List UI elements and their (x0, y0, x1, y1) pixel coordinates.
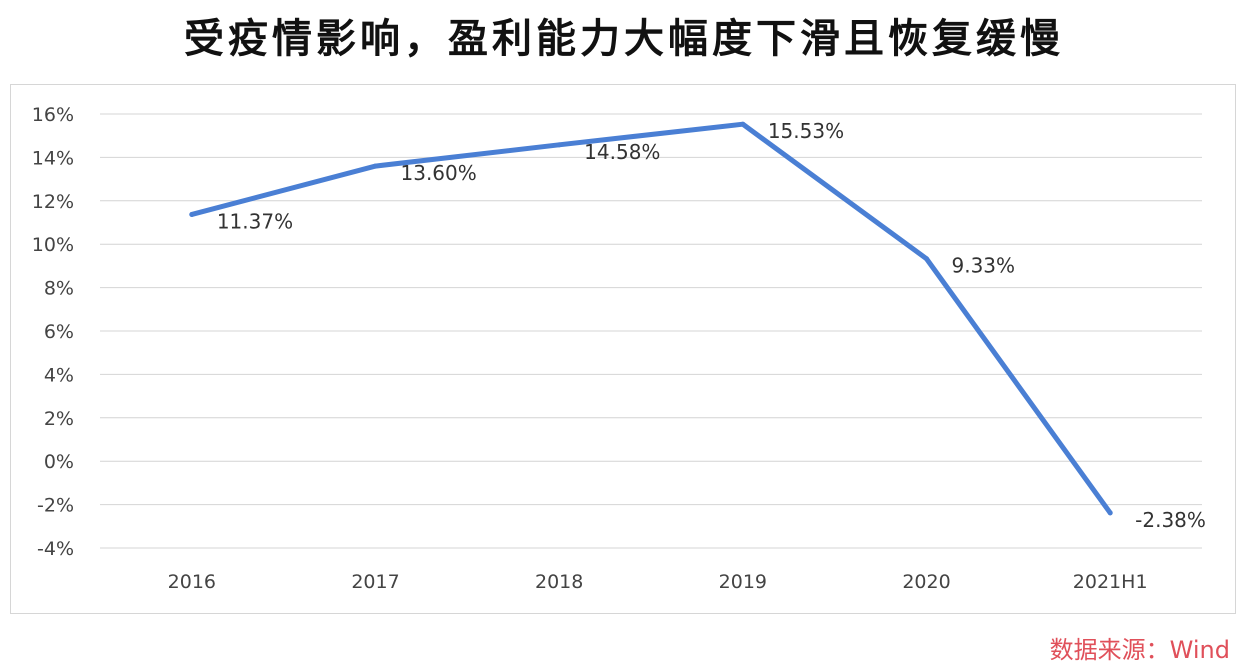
x-tick-label: 2020 (902, 571, 950, 593)
data-label: 14.58% (584, 140, 660, 164)
data-label: 13.60% (401, 161, 477, 185)
y-tick-label: 6% (44, 321, 74, 343)
y-tick-label: 12% (32, 191, 74, 213)
y-tick-label: 0% (44, 451, 74, 473)
data-point (556, 142, 562, 148)
y-tick-label: 4% (44, 364, 74, 386)
data-point (373, 163, 378, 169)
data-label: -2.38% (1135, 508, 1206, 532)
data-label: 9.33% (952, 254, 1016, 278)
series-line (189, 121, 1113, 516)
data-point (189, 211, 195, 217)
y-tick-label: 2% (44, 408, 74, 430)
x-tick-label: 2021H1 (1073, 571, 1148, 593)
x-tick-label: 2018 (535, 571, 583, 593)
chart-area (10, 84, 1236, 614)
chart-title: 受疫情影响，盈利能力大幅度下滑且恢复缓慢 (184, 16, 1064, 62)
y-tick-label: 14% (32, 147, 74, 169)
x-tick-label: 2016 (168, 571, 216, 593)
y-tick-label: 10% (32, 234, 74, 256)
y-tick-label: -2% (37, 495, 74, 517)
data-point (924, 256, 929, 262)
x-tick-label: 2019 (719, 571, 767, 593)
y-tick-label: 16% (32, 104, 74, 126)
x-tick-label: 2017 (351, 571, 399, 593)
y-tick-label: -4% (37, 538, 74, 560)
data-point (740, 121, 746, 127)
data-label: 15.53% (768, 119, 844, 143)
source-note: 数据来源：Wind (1049, 636, 1230, 664)
data-point (1107, 510, 1113, 516)
y-tick-label: 8% (44, 278, 74, 300)
data-label: 11.37% (217, 209, 293, 233)
